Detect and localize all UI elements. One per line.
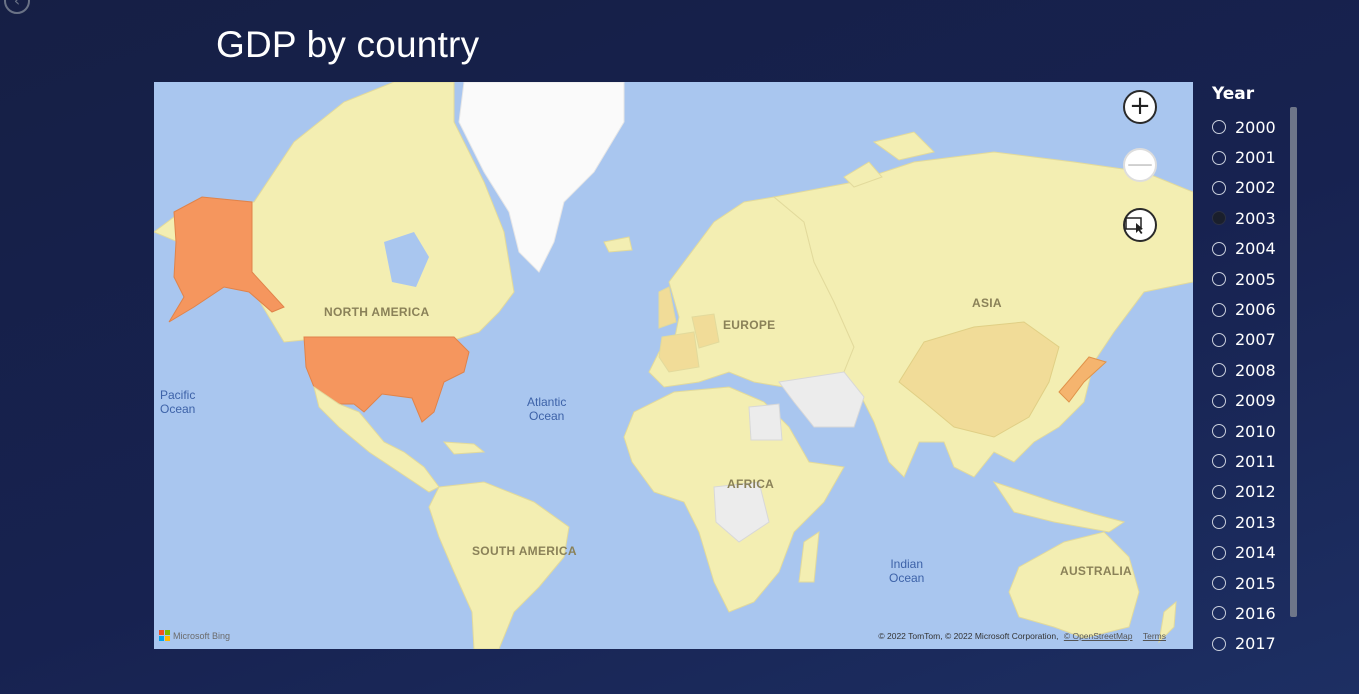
year-option-2005[interactable]: 2005 [1212, 264, 1276, 294]
attribution-text: © 2022 TomTom, © 2022 Microsoft Corporat… [878, 631, 1059, 641]
year-option-2000[interactable]: 2000 [1212, 112, 1276, 142]
year-option-2013[interactable]: 2013 [1212, 507, 1276, 537]
terms-link[interactable]: Terms [1142, 631, 1166, 641]
label-indian-ocean: Indian Ocean [889, 557, 925, 585]
alaska-shape [168, 196, 285, 323]
year-option-2012[interactable]: 2012 [1212, 477, 1276, 507]
label-africa: AFRICA [727, 477, 775, 491]
year-option-2014[interactable]: 2014 [1212, 537, 1276, 567]
radio-button-icon[interactable] [1212, 636, 1226, 651]
radio-button-icon[interactable] [1212, 211, 1226, 226]
radio-button-icon[interactable] [1212, 363, 1226, 378]
label-australia: AUSTRALIA [1060, 564, 1133, 578]
page-title: GDP by country [216, 24, 480, 65]
year-option-label: 2017 [1235, 634, 1276, 654]
year-list: 2000 2001 2002 2003 2004 2005 2006 2007 2008 2009… [1212, 112, 1276, 659]
year-option-2017[interactable]: 2017 [1212, 629, 1276, 659]
radio-button-icon[interactable] [1212, 606, 1226, 621]
year-option-label: 2012 [1235, 482, 1276, 502]
south-america-shape [428, 481, 570, 649]
year-option-2016[interactable]: 2016 [1212, 598, 1276, 628]
year-option-label: 2000 [1235, 117, 1276, 137]
radio-button-icon[interactable] [1212, 332, 1226, 347]
year-option-label: 2008 [1235, 360, 1276, 380]
year-option-2007[interactable]: 2007 [1212, 325, 1276, 355]
radio-button-icon[interactable] [1212, 484, 1226, 499]
year-option-label: 2010 [1235, 421, 1276, 441]
year-option-2009[interactable]: 2009 [1212, 386, 1276, 416]
label-pacific-ocean: Pacific Ocean [160, 388, 196, 416]
radio-button-icon[interactable] [1212, 545, 1226, 560]
year-option-label: 2011 [1235, 451, 1276, 471]
year-option-label: 2016 [1235, 603, 1276, 623]
zoom-out-button[interactable]: — [1123, 148, 1157, 182]
osm-link[interactable]: © OpenStreetMap [1063, 631, 1133, 641]
year-option-label: 2013 [1235, 512, 1276, 532]
back-arrow-icon: ‹ [13, 0, 21, 10]
year-option-2015[interactable]: 2015 [1212, 568, 1276, 598]
radio-button-icon[interactable] [1212, 454, 1226, 469]
radio-button-icon[interactable] [1212, 272, 1226, 287]
year-option-label: 2005 [1235, 269, 1276, 289]
radio-button-icon[interactable] [1212, 515, 1226, 530]
year-option-2010[interactable]: 2010 [1212, 416, 1276, 446]
label-south-america: SOUTH AMERICA [472, 544, 577, 558]
year-option-2003[interactable]: 2003 [1212, 203, 1276, 233]
radio-button-icon[interactable] [1212, 424, 1226, 439]
year-option-label: 2007 [1235, 330, 1276, 350]
middle-east-shape [778, 371, 865, 428]
year-option-label: 2015 [1235, 573, 1276, 593]
slicer-scrollbar[interactable] [1290, 107, 1297, 617]
year-option-2011[interactable]: 2011 [1212, 446, 1276, 476]
year-option-label: 2001 [1235, 148, 1276, 168]
bing-logo: Microsoft Bing [159, 630, 230, 641]
label-atlantic-ocean: Atlantic Ocean [527, 395, 567, 423]
select-tool-button[interactable] [1123, 208, 1157, 242]
radio-button-icon[interactable] [1212, 150, 1226, 165]
slicer-title: Year [1212, 84, 1255, 104]
rectangle-select-icon [1125, 217, 1143, 234]
germany-shape [691, 313, 720, 349]
uk-shape [658, 286, 677, 329]
map-attribution: © 2022 TomTom, © 2022 Microsoft Corporat… [878, 631, 1166, 641]
year-option-2008[interactable]: 2008 [1212, 355, 1276, 385]
year-option-2004[interactable]: 2004 [1212, 234, 1276, 264]
year-option-2001[interactable]: 2001 [1212, 142, 1276, 172]
japan-shape [1058, 356, 1107, 403]
world-map-shapes [154, 82, 1193, 649]
label-asia: ASIA [972, 296, 1002, 310]
year-option-2002[interactable]: 2002 [1212, 173, 1276, 203]
year-option-2006[interactable]: 2006 [1212, 294, 1276, 324]
france-shape [658, 331, 700, 373]
radio-button-icon[interactable] [1212, 393, 1226, 408]
year-option-label: 2009 [1235, 391, 1276, 411]
china-shape [898, 321, 1060, 438]
australia-shape [1008, 531, 1140, 639]
radio-button-icon[interactable] [1212, 120, 1226, 135]
label-europe: EUROPE [723, 318, 776, 332]
radio-button-icon[interactable] [1212, 576, 1226, 591]
year-slicer: Year 2000 2001 2002 2003 2004 2005 2006 2007 200… [1207, 82, 1327, 682]
zoom-in-button[interactable]: + [1123, 90, 1157, 124]
label-north-america: NORTH AMERICA [324, 305, 430, 319]
year-option-label: 2006 [1235, 300, 1276, 320]
radio-button-icon[interactable] [1212, 302, 1226, 317]
radio-button-icon[interactable] [1212, 180, 1226, 195]
year-option-label: 2003 [1235, 208, 1276, 228]
radio-button-icon[interactable] [1212, 241, 1226, 256]
year-option-label: 2002 [1235, 178, 1276, 198]
microsoft-logo-icon [159, 630, 170, 641]
year-option-label: 2014 [1235, 543, 1276, 563]
year-option-label: 2004 [1235, 239, 1276, 259]
back-button[interactable]: ‹ [4, 0, 30, 14]
bing-logo-text: Microsoft Bing [173, 630, 231, 641]
map-visual[interactable]: NORTH AMERICA EUROPE ASIA AFRICA SOUTH A… [154, 82, 1193, 649]
greenland-shape [458, 82, 625, 273]
